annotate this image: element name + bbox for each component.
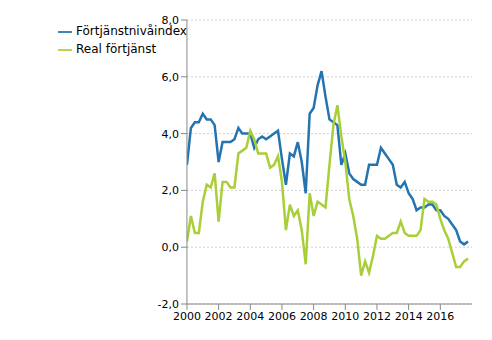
svg-text:4,0: 4,0 (161, 128, 179, 141)
svg-text:2010: 2010 (331, 310, 359, 323)
svg-text:2014: 2014 (395, 310, 423, 323)
svg-text:2008: 2008 (300, 310, 328, 323)
html-text:Real förtjänst: Real förtjänst (76, 42, 157, 56)
svg-text:6,0: 6,0 (161, 71, 179, 84)
svg-text:2012: 2012 (363, 310, 391, 323)
svg-text:2,0: 2,0 (161, 184, 179, 197)
html-text:Förtjänstnivåindex: Förtjänstnivåindex (76, 24, 187, 38)
svg-text:2002: 2002 (205, 310, 233, 323)
svg-text:2016: 2016 (426, 310, 454, 323)
svg-text:2006: 2006 (268, 310, 296, 323)
svg-text:8,0: 8,0 (161, 14, 179, 27)
svg-text:2004: 2004 (236, 310, 264, 323)
svg-text:2000: 2000 (173, 310, 201, 323)
svg-text:0,0: 0,0 (161, 241, 179, 254)
svg-text:-2,0: -2,0 (157, 298, 178, 311)
